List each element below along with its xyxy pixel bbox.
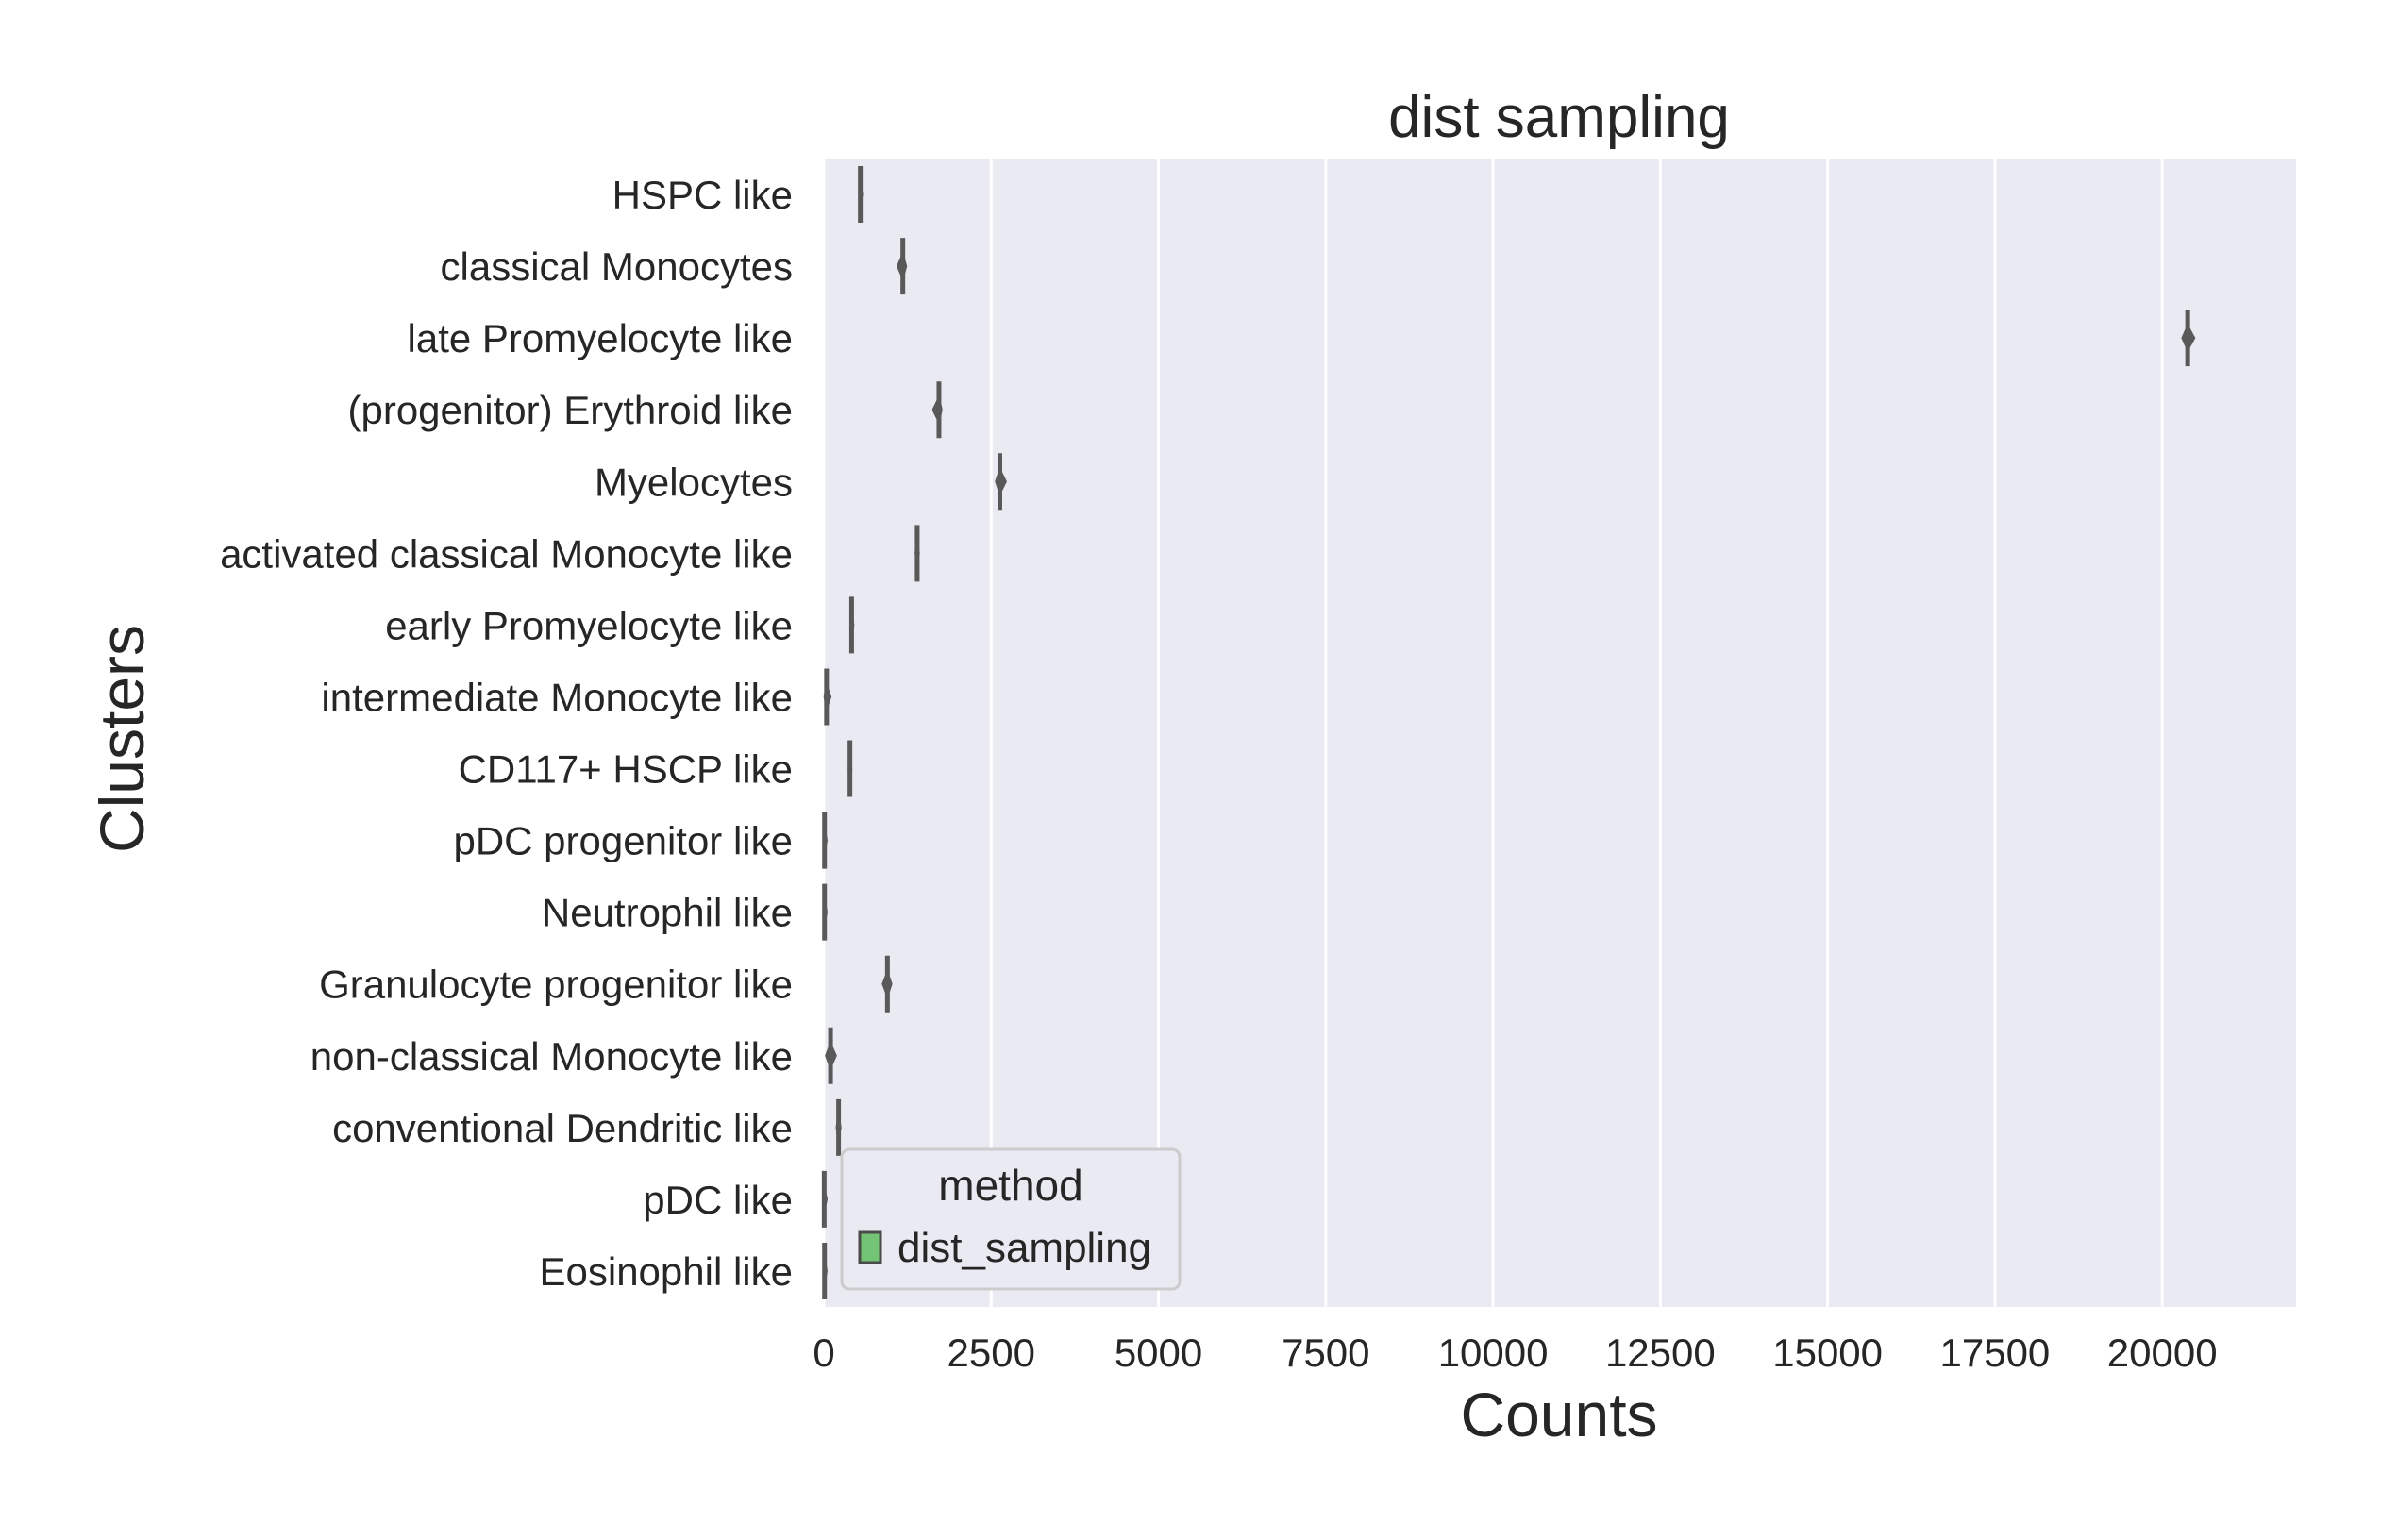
violin-mark	[822, 812, 829, 869]
x-tick-label: 10000	[1438, 1331, 1549, 1375]
x-tick-label: 15000	[1772, 1331, 1883, 1375]
violin-mark	[822, 1242, 829, 1299]
y-tick-label: Granulocyte progenitor like	[319, 962, 793, 1007]
y-tick-label: (progenitor) Erythroid like	[347, 388, 793, 432]
violin-mark	[881, 955, 893, 1013]
x-tick-label: 2500	[947, 1331, 1035, 1375]
legend-title: method	[938, 1161, 1082, 1210]
y-tick-label: conventional Dendritic like	[332, 1106, 793, 1150]
violin-mark	[914, 525, 920, 582]
legend-label: dist_sampling	[897, 1225, 1151, 1271]
x-tick-label: 17500	[1940, 1331, 2051, 1375]
violin-mark	[858, 166, 864, 224]
y-tick-label: non-classical Monocyte like	[310, 1034, 793, 1079]
grid-lines	[822, 159, 2164, 1307]
y-tick-label: classical Monocytes	[441, 244, 793, 289]
y-tick-labels: HSPC like classical Monocytes late Promyel…	[220, 173, 793, 1294]
y-tick-label: pDC like	[643, 1178, 793, 1222]
y-tick-label: pDC progenitor like	[453, 819, 793, 863]
plot-background	[824, 159, 2296, 1307]
violin-mark	[825, 1027, 837, 1084]
legend: method dist_sampling	[840, 1147, 1182, 1291]
y-tick-label: CD117+ HSCP like	[459, 747, 793, 792]
x-tick-label: 20000	[2107, 1331, 2218, 1375]
violin-mark	[931, 381, 943, 439]
y-tick-label: Eosinophil like	[540, 1249, 794, 1294]
y-tick-label: Myelocytes	[595, 460, 793, 504]
violin-mark	[2181, 310, 2196, 367]
y-tick-label: late Promyelocyte like	[408, 316, 794, 360]
violin-mark	[822, 883, 829, 941]
x-tick-label: 5000	[1115, 1331, 1202, 1375]
violin-mark	[848, 596, 855, 654]
violin-marks	[821, 166, 2196, 1299]
chart-title: dist sampling	[1388, 85, 1730, 150]
violin-mark	[896, 238, 908, 295]
y-tick-label: intermediate Monocyte like	[321, 675, 793, 719]
x-tick-label: 7500	[1282, 1331, 1369, 1375]
y-tick-label: early Promyelocyte like	[385, 603, 793, 647]
x-tick-labels: 0 2500 5000 7500 10000 12500 15000 17500 20000	[813, 1331, 2217, 1375]
x-tick-label: 12500	[1605, 1331, 1716, 1375]
y-tick-label: activated classical Monocyte like	[220, 531, 793, 576]
violin-mark	[835, 1098, 842, 1156]
violin-mark	[823, 668, 832, 726]
y-axis-label: Clusters	[87, 625, 157, 853]
x-tick-label: 0	[813, 1331, 834, 1375]
violin-mark	[847, 740, 853, 797]
violin-mark	[821, 1170, 829, 1228]
legend-swatch	[858, 1230, 882, 1264]
legend-frame	[840, 1147, 1182, 1291]
x-axis-label: Counts	[1460, 1380, 1657, 1449]
y-tick-label: Neutrophil like	[542, 891, 793, 935]
y-tick-label: HSPC like	[612, 173, 793, 217]
violin-mark	[995, 453, 1007, 511]
